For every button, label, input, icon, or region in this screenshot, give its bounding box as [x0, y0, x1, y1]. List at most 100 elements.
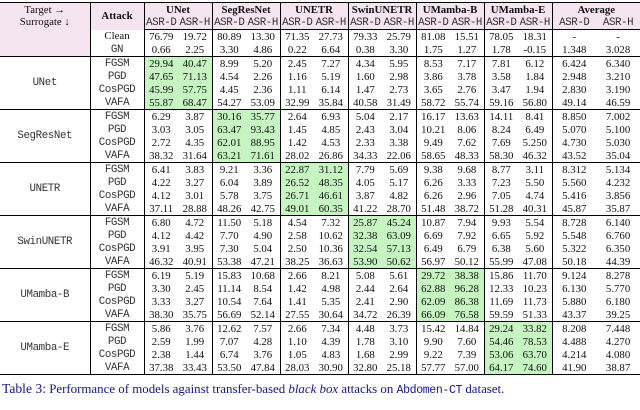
- metric-cell: 51.28: [483, 202, 519, 216]
- metric-cell: 1.75: [415, 43, 451, 57]
- metric-cell: 36.63: [318, 255, 343, 268]
- metric-cell: 2.43: [347, 123, 383, 136]
- metric-cell: 6.26: [415, 176, 451, 189]
- metric-cell: 2.58: [279, 229, 315, 242]
- column-group-header-unetr: UNETR: [279, 2, 349, 16]
- table-row: UMamba-E FGSM 5.86 3.76 12.62 7.57 2.66 7.34 4.4…: [0, 321, 640, 375]
- metric-subheader-asr-h: ASR-H: [450, 16, 485, 30]
- metric-cell: 45.87: [551, 202, 597, 216]
- metric-cell: 55.74: [454, 96, 479, 109]
- attack-label: Clean: [89, 29, 144, 43]
- metric-cell: 29.94: [143, 56, 178, 70]
- metric-cell: 57.75: [178, 83, 213, 96]
- metric-cell: 6.180: [605, 295, 631, 308]
- metric-cell: 5.322: [551, 242, 597, 255]
- metric-cell: 15.86: [483, 268, 519, 282]
- results-table: Target → Surrogate ↓ Attack UNet SegResNet UN…: [0, 2, 640, 375]
- metric-cell: 4.48: [347, 321, 383, 335]
- metric-cell: 7.07: [211, 335, 247, 348]
- metric-cell: 2.64: [389, 282, 409, 295]
- metric-cell: 78.05: [483, 29, 519, 43]
- metric-cell: 8.99: [211, 56, 247, 70]
- metric-cell: 3.190: [605, 83, 631, 96]
- metric-cell: 26.86: [318, 149, 343, 162]
- metric-cell: 46.61: [314, 189, 349, 202]
- metric-cell: 1.348: [551, 43, 597, 57]
- caption-text-1: Performance of models against transfer-b…: [45, 382, 289, 396]
- metric-cell: 3.11: [518, 162, 553, 176]
- metric-cell: 4.85: [321, 123, 341, 136]
- attack-label: PGD: [89, 176, 144, 189]
- surrogate-label-segresnet: SegResNet: [0, 109, 90, 163]
- metric-cell: 4.214: [551, 348, 597, 361]
- metric-cell: 37.38: [143, 361, 178, 375]
- metric-cell: 6.49: [525, 123, 545, 136]
- metric-cell: 6.29: [143, 109, 178, 123]
- metric-cell: 6.64: [314, 43, 349, 57]
- attack-label: PGD: [89, 335, 144, 348]
- metric-cell: 50.62: [382, 255, 417, 269]
- table-row: CosPGD 2.38 1.44 6.74 3.76 1.05 4.83 1.68 2.99 9.…: [0, 348, 640, 361]
- metric-cell: 2.44: [347, 282, 383, 295]
- attack-label: CosPGD: [89, 348, 144, 361]
- metric-cell: 28.88: [182, 202, 207, 215]
- metric-cell: 5.61: [382, 268, 417, 282]
- metric-cell: 9.93: [483, 215, 519, 229]
- metric-cell: 7.448: [596, 321, 640, 335]
- table-caption: Table 3: Performance of models against t…: [2, 381, 638, 399]
- metric-cell: 43.52: [551, 149, 597, 163]
- metric-cell: 41.90: [551, 361, 597, 375]
- metric-cell: 3.27: [185, 176, 205, 189]
- metric-cell: 2.66: [279, 321, 315, 335]
- metric-cell: 74.60: [518, 361, 553, 375]
- metric-subheader-asr-d: ASR-D: [483, 16, 519, 30]
- metric-cell: 4.74: [525, 189, 545, 202]
- metric-cell: 5.78: [211, 189, 247, 202]
- metric-cell: 8.21: [314, 268, 349, 282]
- metric-cell: 53.06: [483, 348, 519, 361]
- metric-subheader-asr-d: ASR-D: [211, 16, 247, 30]
- table-row: CosPGD 4.12 3.01 5.78 3.75 26.71 46.61 3.87 4.82…: [0, 189, 640, 202]
- metric-cell: 7.70: [211, 229, 247, 242]
- metric-cell: 3.78: [457, 70, 477, 83]
- metric-cell: 25.79: [386, 30, 411, 43]
- metric-cell: 9.21: [211, 162, 247, 176]
- metric-cell: 3.210: [605, 70, 631, 83]
- metric-cell: 8.850: [551, 109, 597, 123]
- metric-cell: 7.64: [253, 295, 273, 308]
- metric-cell: 5.92: [525, 229, 545, 242]
- metric-cell: 11.70: [518, 268, 553, 282]
- metric-cell: 8.728: [551, 215, 597, 229]
- metric-cell: 8.312: [551, 162, 597, 176]
- metric-cell: 33.82: [518, 321, 553, 335]
- metric-cell: 56.97: [415, 255, 451, 269]
- caption-text-3: dataset.: [462, 382, 505, 396]
- table-row: SegResNet FGSM 6.29 3.87 30.16 35.77 2.64 6.93 5…: [0, 109, 640, 163]
- metric-cell: 8.208: [551, 321, 597, 335]
- metric-cell: 22.87: [279, 162, 315, 176]
- metric-cell: 76.79: [143, 29, 178, 43]
- metric-cell: 53.90: [347, 255, 383, 269]
- metric-subheader-asr-h: ASR-H: [178, 16, 213, 30]
- metric-subheader-asr-h: ASR-H: [314, 16, 349, 30]
- metric-cell: 38.32: [143, 149, 178, 163]
- metric-cell: 81.08: [415, 29, 451, 43]
- metric-cell: 30.16: [211, 109, 247, 123]
- metric-cell: 62.09: [415, 295, 451, 308]
- metric-cell: 93.43: [246, 123, 281, 136]
- metric-cell: 57.00: [454, 361, 479, 374]
- metric-cell: 45.24: [382, 215, 417, 229]
- caption-label: Table 3:: [2, 381, 46, 396]
- table-row: VAFA 38.32 31.64 63.21 71.61 28.02 26.86 34.33 2…: [0, 149, 640, 163]
- metric-cell: 5.04: [347, 109, 383, 123]
- metric-cell: 4.28: [253, 335, 273, 348]
- metric-subheader-asr-d: ASR-D: [415, 16, 451, 30]
- metric-cell: 5.08: [347, 268, 383, 282]
- metric-cell: 80.89: [211, 29, 247, 43]
- metric-subheader-asr-d: ASR-D: [347, 16, 383, 30]
- metric-cell: 59.16: [483, 96, 519, 110]
- metric-cell: 26.39: [386, 308, 411, 321]
- metric-cell: 71.35: [279, 29, 315, 43]
- attack-label: VAFA: [89, 96, 144, 110]
- metric-cell: 5.030: [605, 136, 631, 149]
